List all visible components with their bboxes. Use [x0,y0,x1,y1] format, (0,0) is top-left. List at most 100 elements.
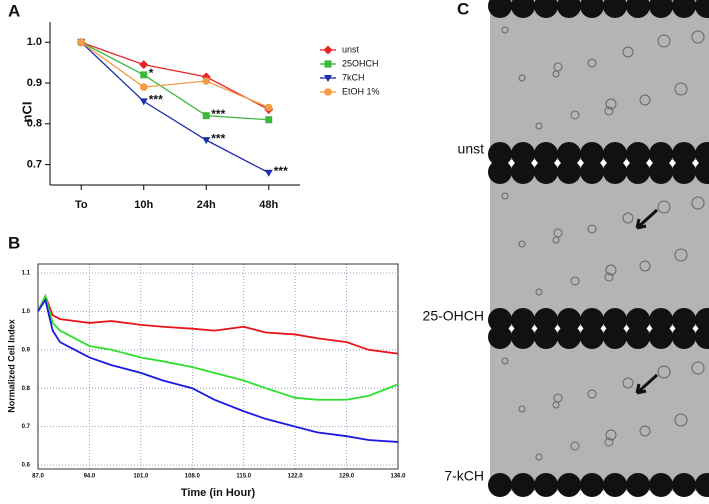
cell [553,62,563,72]
electrode [580,0,604,18]
electrode [511,0,535,18]
cell [657,200,671,214]
electrode [534,325,558,349]
marker [264,103,273,112]
electrode [511,142,535,166]
electrode [672,308,696,332]
plot-frame [37,263,399,470]
cell [691,30,705,44]
x-tick-label: 115.0 [236,474,251,480]
annotation: *** [274,164,288,178]
y-tick-label: 0.8 [27,118,42,130]
cell [604,106,614,116]
micrograph [490,166,709,326]
electrode [603,473,627,497]
electrode [695,142,709,166]
marker [202,77,211,85]
electrode [511,325,535,349]
electrode [488,325,512,349]
electrode [649,142,673,166]
x-tick-label: 24h [197,199,216,211]
electrode [488,160,512,184]
electrode [649,308,673,332]
cell [570,110,580,120]
cell [605,98,617,110]
image-label: 7-kCH [444,468,484,484]
electrode [511,160,535,184]
micrograph [490,0,709,160]
x-tick-label: 10h [134,199,153,211]
x-tick-label: 122.0 [288,474,304,480]
x-tick-label: 94.0 [84,474,96,480]
legend-label: unst [342,44,360,54]
electrode [603,142,627,166]
y-tick-label: 0.9 [22,347,31,353]
electrode [580,160,604,184]
electrode [626,325,650,349]
cell [587,58,597,68]
arrow [635,373,659,395]
cell [657,365,671,379]
electrode [557,160,581,184]
electrode [649,325,673,349]
legend-label: 7kCH [342,72,365,82]
panel-label: B [8,233,20,252]
y-tick-label: 0.7 [27,159,42,171]
electrode [649,160,673,184]
electrode [580,142,604,166]
cell [570,276,580,286]
electrode [557,308,581,332]
annotation: *** [211,107,225,121]
annotation: *** [149,93,163,107]
marker [140,71,148,79]
y-tick-label: 1.0 [27,36,42,48]
x-tick-label: 87.0 [32,474,44,480]
cell [604,437,614,447]
cell [501,26,509,34]
cell [622,46,634,58]
cell [518,405,526,413]
cell [535,288,543,296]
cell [552,70,560,78]
electrode [626,473,650,497]
y-tick-label: 1.1 [22,271,31,277]
electrode [603,308,627,332]
electrode [488,0,512,18]
cell [657,34,671,48]
series-line [80,41,270,109]
electrode [672,473,696,497]
y-tick-label: 0.7 [22,424,31,430]
x-tick-label: 108.0 [185,474,201,480]
legend-marker [323,45,333,55]
cell [587,224,597,234]
electrode [557,142,581,166]
cell [501,357,509,365]
marker [139,98,148,106]
electrode [511,308,535,332]
electrode [672,142,696,166]
electrode [672,325,696,349]
marker [139,83,148,91]
electrode [603,325,627,349]
series-line [81,41,270,111]
cell [553,228,563,238]
cell [674,413,688,427]
cell [518,74,526,82]
electrode [488,142,512,166]
panel-label: A [8,1,20,20]
cell [570,441,580,451]
y-tick-label: 1.0 [22,309,31,315]
y-tick-label: 0.6 [22,463,31,469]
electrode [534,142,558,166]
cell [605,264,617,276]
electrode [695,325,709,349]
cell [552,401,560,409]
x-tick-label: To [75,199,88,211]
annotation: *** [211,131,225,145]
electrode [534,308,558,332]
annotation: * [149,66,154,80]
legend-label: 25OHCH [342,58,379,68]
marker [202,137,211,145]
marker [265,116,273,124]
